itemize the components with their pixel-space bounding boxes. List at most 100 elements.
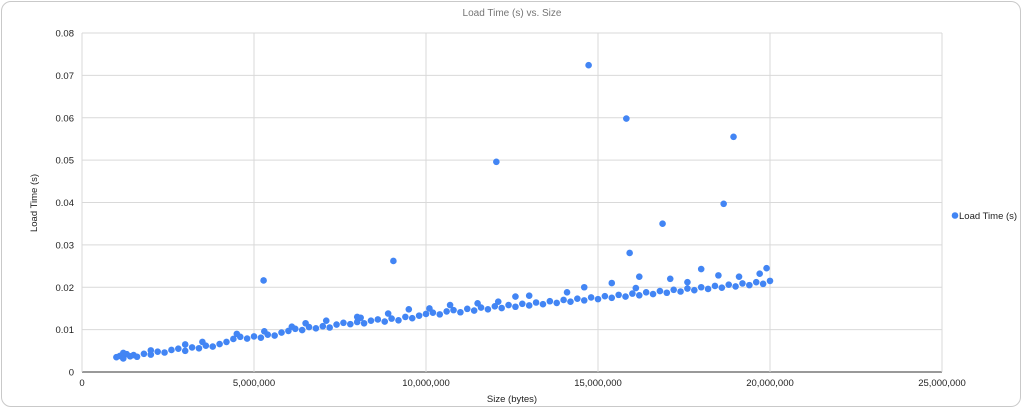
- data-point: [257, 334, 265, 341]
- x-tick-label: 25,000,000: [918, 378, 966, 389]
- data-point: [384, 310, 392, 317]
- data-point: [519, 300, 526, 308]
- data-point: [457, 308, 464, 316]
- data-point: [491, 303, 499, 310]
- data-point: [470, 307, 478, 314]
- data-point: [759, 280, 767, 288]
- data-point: [216, 340, 223, 348]
- data-point: [684, 285, 691, 292]
- data-point: [243, 335, 251, 342]
- tick-labels: 0 0.01 0.02 0.03 0.04 0.05 0.06 0.07 0.08 0 5,000,…: [56, 29, 966, 390]
- data-point: [405, 305, 413, 313]
- data-point: [261, 328, 268, 335]
- data-point: [119, 349, 127, 357]
- data-point: [594, 295, 602, 303]
- data-point: [233, 330, 241, 338]
- data-point: [340, 319, 347, 327]
- data-point: [684, 278, 691, 286]
- data-point: [677, 288, 684, 295]
- data-point: [629, 290, 636, 297]
- data-point: [209, 343, 217, 350]
- data-point: [587, 294, 595, 301]
- data-point: [188, 344, 196, 351]
- data-point: [195, 344, 203, 352]
- data-point: [388, 315, 395, 322]
- data-point: [322, 317, 330, 325]
- data-point: [181, 347, 189, 355]
- data-point: [333, 321, 340, 328]
- data-point: [288, 323, 296, 330]
- data-point: [374, 316, 382, 323]
- data-points: [113, 61, 774, 362]
- data-point: [395, 317, 402, 324]
- data-point: [656, 287, 664, 295]
- data-point: [436, 311, 444, 318]
- data-point: [390, 257, 397, 265]
- data-point: [560, 296, 567, 304]
- x-tick-label: 0: [79, 378, 84, 389]
- data-point: [181, 341, 189, 348]
- data-point: [697, 283, 705, 291]
- data-point: [408, 314, 416, 322]
- data-point: [223, 338, 230, 346]
- data-point: [357, 314, 364, 322]
- data-point: [168, 346, 175, 354]
- grid-lines: [81, 32, 943, 373]
- data-point: [746, 281, 753, 289]
- y-tick-label: 0.02: [56, 283, 75, 294]
- y-tick-label: 0: [69, 368, 74, 379]
- y-tick-label: 0.07: [56, 71, 75, 82]
- data-point: [711, 282, 719, 290]
- data-point: [546, 297, 554, 305]
- data-point: [271, 332, 278, 339]
- data-point: [739, 280, 746, 287]
- data-point: [450, 306, 457, 314]
- x-tick-label: 10,000,000: [402, 378, 450, 389]
- y-tick-label: 0.01: [56, 325, 75, 336]
- data-point: [498, 304, 505, 312]
- data-point: [230, 335, 237, 343]
- data-point: [766, 277, 774, 285]
- data-point: [553, 299, 561, 307]
- data-point: [715, 272, 722, 279]
- data-point: [312, 325, 320, 332]
- y-tick-label: 0.04: [56, 198, 75, 209]
- x-axis-label: Size (bytes): [487, 394, 537, 405]
- data-point: [704, 285, 712, 293]
- data-point: [426, 305, 433, 312]
- y-axis-label: Load Time (s): [29, 174, 40, 232]
- data-point: [580, 297, 588, 304]
- data-point: [632, 284, 640, 292]
- data-point: [175, 345, 182, 352]
- data-point: [567, 298, 574, 305]
- data-point: [670, 286, 677, 294]
- data-point: [443, 308, 450, 315]
- data-point: [512, 293, 519, 300]
- data-point: [608, 279, 616, 287]
- data-point: [697, 265, 705, 273]
- data-point: [319, 322, 327, 330]
- data-point: [718, 284, 726, 291]
- data-point: [298, 326, 306, 334]
- data-point: [474, 300, 481, 307]
- data-point: [199, 338, 206, 346]
- data-point: [659, 220, 666, 227]
- data-point: [732, 283, 739, 290]
- data-point: [147, 347, 155, 354]
- data-point: [422, 310, 430, 318]
- data-point: [484, 305, 492, 313]
- legend-label: Load Time (s): [959, 211, 1017, 222]
- data-point: [347, 320, 354, 328]
- data-point: [302, 319, 309, 327]
- data-point: [752, 278, 760, 286]
- data-point: [626, 249, 633, 257]
- data-point: [360, 319, 368, 327]
- data-point: [608, 294, 616, 302]
- chart-title: Load Time (s) vs. Size: [463, 8, 562, 19]
- data-point: [250, 333, 258, 340]
- data-point: [278, 329, 285, 336]
- data-point: [585, 61, 592, 69]
- data-point: [563, 289, 571, 296]
